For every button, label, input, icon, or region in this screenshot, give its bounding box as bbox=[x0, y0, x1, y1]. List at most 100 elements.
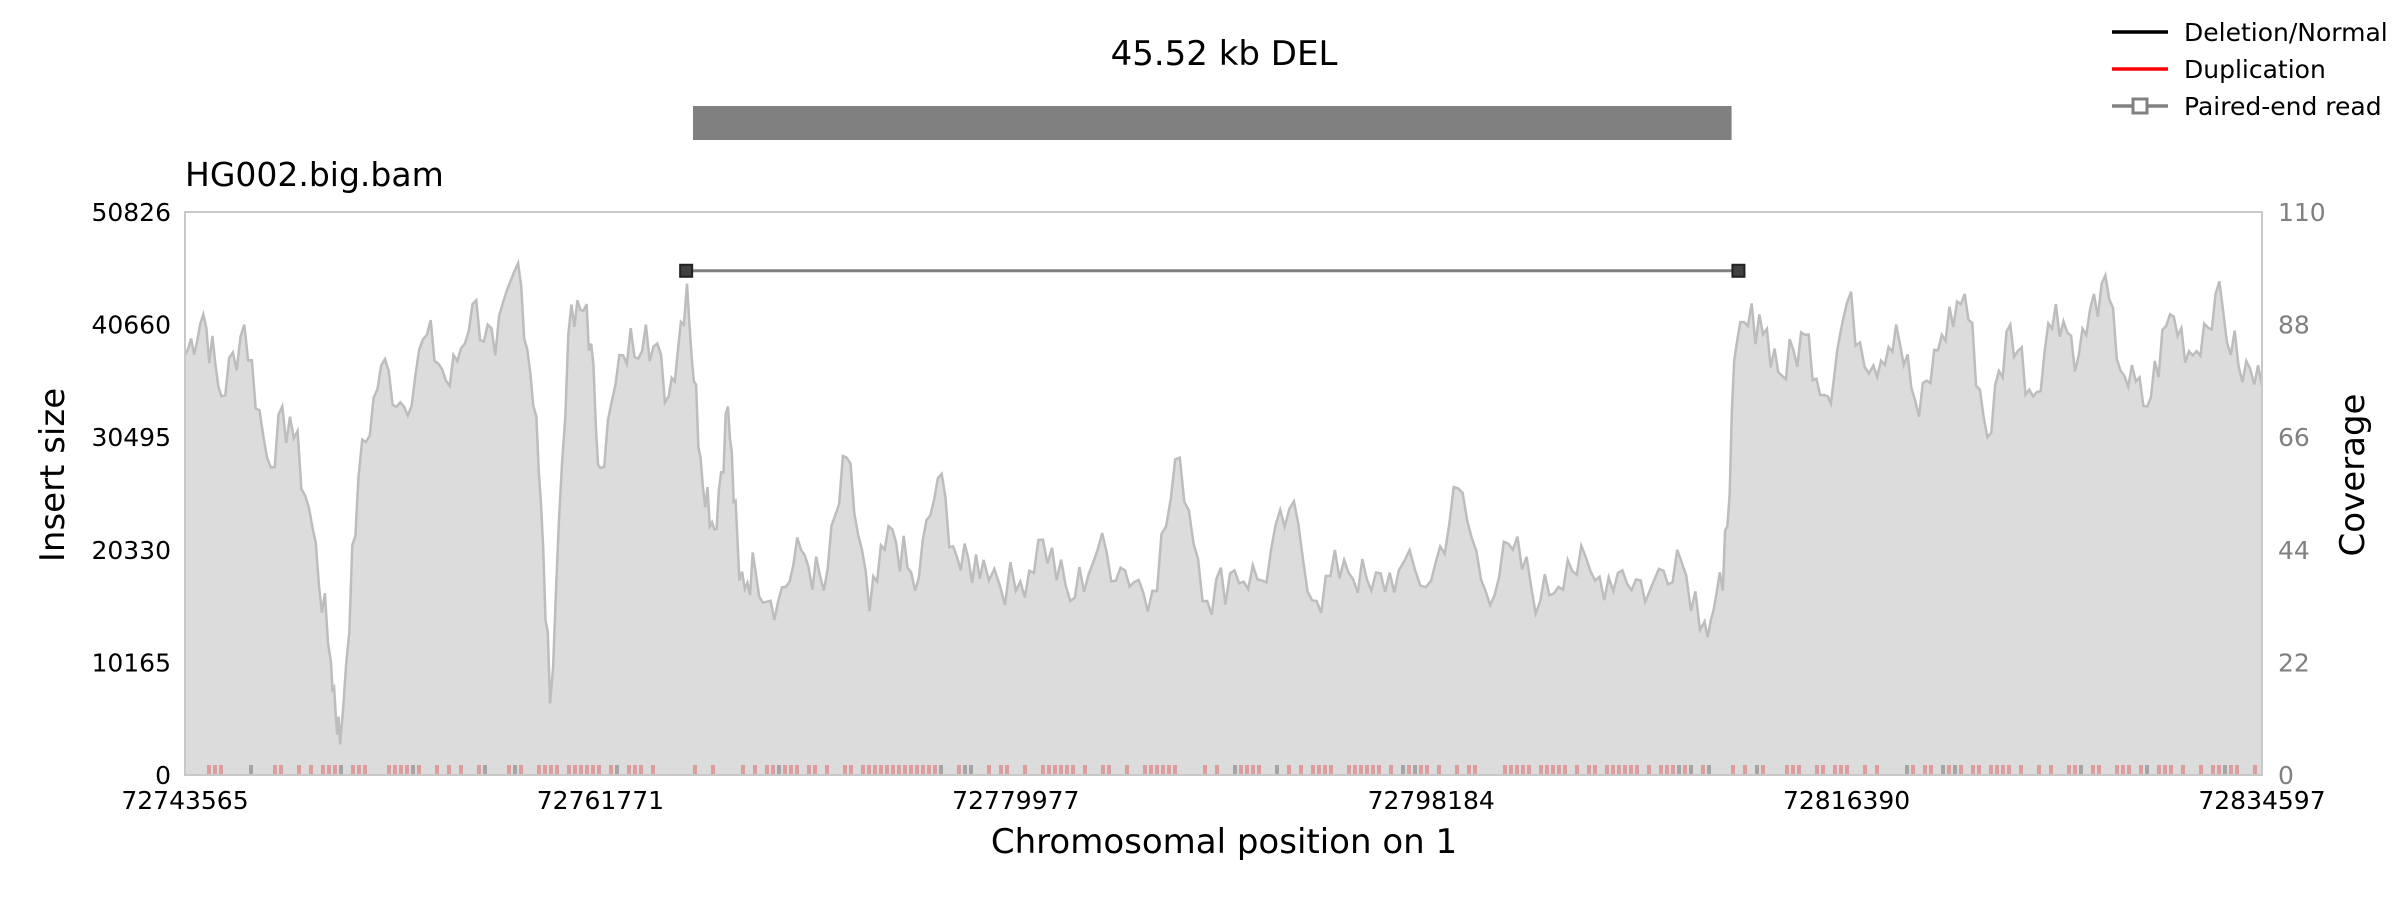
read-marker bbox=[1617, 765, 1621, 774]
read-marker bbox=[2163, 765, 2167, 774]
right-y-tick-label: 0 bbox=[2278, 761, 2294, 790]
read-marker bbox=[1425, 765, 1429, 774]
read-marker bbox=[1503, 765, 1507, 774]
read-marker bbox=[891, 765, 895, 774]
read-marker bbox=[879, 765, 883, 774]
read-marker bbox=[1791, 765, 1795, 774]
read-marker bbox=[1083, 765, 1087, 774]
legend-label: Paired-end read bbox=[2184, 92, 2382, 121]
read-marker bbox=[1275, 765, 1279, 774]
read-marker bbox=[909, 765, 913, 774]
x-axis: 72743565 72761771 72779977 72798184 72816390… bbox=[121, 786, 2325, 815]
legend-label: Deletion/Normal bbox=[2184, 18, 2388, 47]
read-marker bbox=[807, 765, 811, 774]
read-marker bbox=[969, 765, 973, 774]
read-marker bbox=[1203, 765, 1207, 774]
paired-end-read-end-marker bbox=[1731, 263, 1746, 278]
read-marker bbox=[2097, 765, 2101, 774]
read-marker bbox=[867, 765, 871, 774]
read-marker bbox=[1755, 765, 1759, 774]
read-marker bbox=[2073, 765, 2077, 774]
read-marker bbox=[219, 765, 223, 774]
read-marker bbox=[555, 765, 559, 774]
read-marker bbox=[1947, 765, 1951, 774]
read-marker bbox=[1971, 765, 1975, 774]
read-marker bbox=[1707, 765, 1711, 774]
read-marker bbox=[1371, 765, 1375, 774]
read-marker bbox=[1251, 765, 1255, 774]
coverage-area bbox=[185, 263, 2262, 775]
read-marker bbox=[2169, 765, 2173, 774]
read-marker bbox=[777, 765, 781, 774]
read-marker bbox=[1389, 765, 1393, 774]
read-marker bbox=[1551, 765, 1555, 774]
read-marker bbox=[2181, 765, 2185, 774]
read-marker bbox=[297, 765, 301, 774]
read-marker bbox=[1407, 765, 1411, 774]
left-y-tick-label: 20330 bbox=[91, 536, 171, 565]
read-marker bbox=[1401, 765, 1405, 774]
read-marker bbox=[1629, 765, 1633, 774]
read-marker bbox=[333, 765, 337, 774]
read-marker bbox=[2115, 765, 2119, 774]
right-y-tick-label: 110 bbox=[2278, 198, 2326, 227]
read-marker bbox=[1875, 765, 1879, 774]
read-marker bbox=[579, 765, 583, 774]
read-marker bbox=[1563, 765, 1567, 774]
read-marker bbox=[927, 765, 931, 774]
read-marker bbox=[813, 765, 817, 774]
chart-title: 45.52 kb DEL bbox=[1111, 34, 1338, 74]
x-tick-label: 72834597 bbox=[2198, 786, 2325, 815]
read-marker bbox=[1173, 765, 1177, 774]
read-marker bbox=[1665, 765, 1669, 774]
left-y-tick-label: 40660 bbox=[91, 311, 171, 340]
read-marker bbox=[309, 765, 313, 774]
read-marker bbox=[987, 765, 991, 774]
read-marker bbox=[1053, 765, 1057, 774]
read-marker bbox=[1059, 765, 1063, 774]
read-marker bbox=[2001, 765, 2005, 774]
read-marker bbox=[363, 765, 367, 774]
read-marker bbox=[1623, 765, 1627, 774]
read-marker bbox=[585, 765, 589, 774]
read-marker bbox=[1473, 765, 1477, 774]
read-marker bbox=[849, 765, 853, 774]
read-marker bbox=[795, 765, 799, 774]
read-marker bbox=[2127, 765, 2131, 774]
read-marker bbox=[417, 765, 421, 774]
read-marker bbox=[393, 765, 397, 774]
read-marker bbox=[2253, 765, 2257, 774]
read-marker bbox=[939, 765, 943, 774]
read-marker bbox=[387, 765, 391, 774]
read-marker bbox=[1797, 765, 1801, 774]
read-marker bbox=[597, 765, 601, 774]
left-y-tick-label: 10165 bbox=[91, 648, 171, 677]
read-marker bbox=[1611, 765, 1615, 774]
read-marker bbox=[321, 765, 325, 774]
read-marker bbox=[2235, 765, 2239, 774]
read-marker bbox=[411, 765, 415, 774]
read-marker bbox=[447, 765, 451, 774]
read-marker bbox=[1941, 765, 1945, 774]
read-marker bbox=[2223, 765, 2227, 774]
read-marker bbox=[1323, 765, 1327, 774]
sample-label: HG002.big.bam bbox=[185, 155, 444, 194]
read-marker bbox=[1065, 765, 1069, 774]
read-marker bbox=[507, 765, 511, 774]
read-marker bbox=[765, 765, 769, 774]
sv-deletion-bar bbox=[693, 106, 1732, 140]
x-tick-label: 72816390 bbox=[1783, 786, 1910, 815]
read-marker bbox=[615, 765, 619, 774]
read-marker bbox=[1701, 765, 1705, 774]
read-marker bbox=[1143, 765, 1147, 774]
read-marker bbox=[1605, 765, 1609, 774]
read-marker bbox=[861, 765, 865, 774]
read-marker bbox=[351, 765, 355, 774]
x-tick-label: 72779977 bbox=[952, 786, 1079, 815]
read-marker bbox=[1953, 765, 1957, 774]
read-marker bbox=[1107, 765, 1111, 774]
read-marker bbox=[1677, 765, 1681, 774]
left-y-tick-label: 50826 bbox=[91, 198, 171, 227]
read-marker bbox=[213, 765, 217, 774]
read-marker bbox=[459, 765, 463, 774]
